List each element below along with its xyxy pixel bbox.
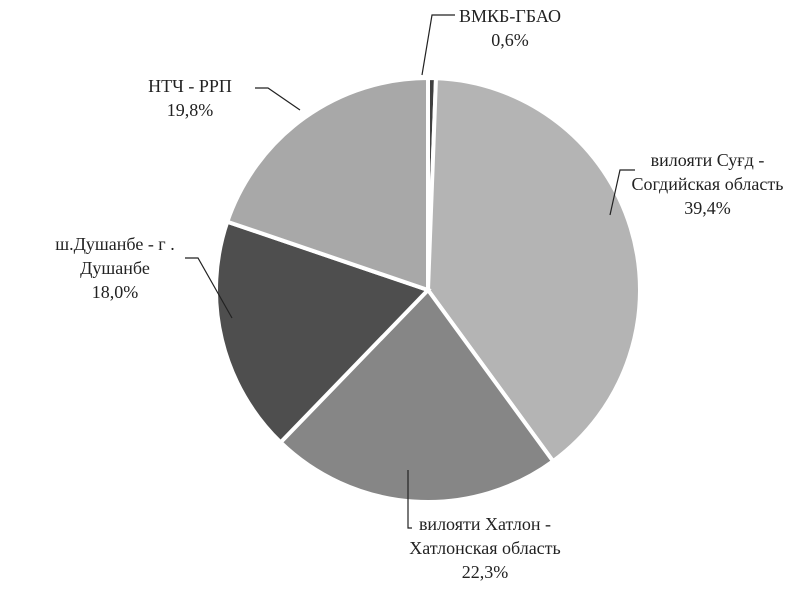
value-label: 18,0% (91, 282, 139, 302)
value-label: 19,8% (166, 100, 214, 120)
pie-slice (425, 76, 642, 464)
category-label: вилояти Хатлон - Хатлонская область (409, 514, 561, 558)
pie-slice (224, 75, 430, 293)
slices (214, 75, 642, 504)
value-label: 0,6% (491, 30, 529, 50)
category-label: вилояти Суғд - Согдийская область (631, 150, 784, 194)
pie-slice (277, 286, 556, 504)
slice-label: НТЧ - РРП 19,8% (120, 74, 260, 122)
category-label: ш.Душанбе - г . Душанбе (55, 234, 175, 278)
slice-label: ВМКБ-ГБАО 0,6% (440, 4, 580, 52)
value-label: 39,4% (684, 198, 731, 218)
leader-line (185, 257, 233, 319)
pie-slice (214, 219, 432, 446)
category-label: ВМКБ-ГБАО (459, 6, 561, 26)
leader-line (255, 87, 301, 111)
slice-label: ш.Душанбе - г . Душанбе 18,0% (20, 232, 210, 304)
value-label: 22,3% (461, 562, 509, 582)
category-label: НТЧ - РРП (148, 76, 232, 96)
slice-label: вилояти Суғд - Согдийская область 39,4% (625, 148, 790, 220)
slice-label: вилояти Хатлон - Хатлонская область 22,3% (405, 512, 565, 584)
leader-line (407, 470, 412, 529)
leader-line (609, 169, 635, 216)
leader-line (421, 14, 455, 76)
